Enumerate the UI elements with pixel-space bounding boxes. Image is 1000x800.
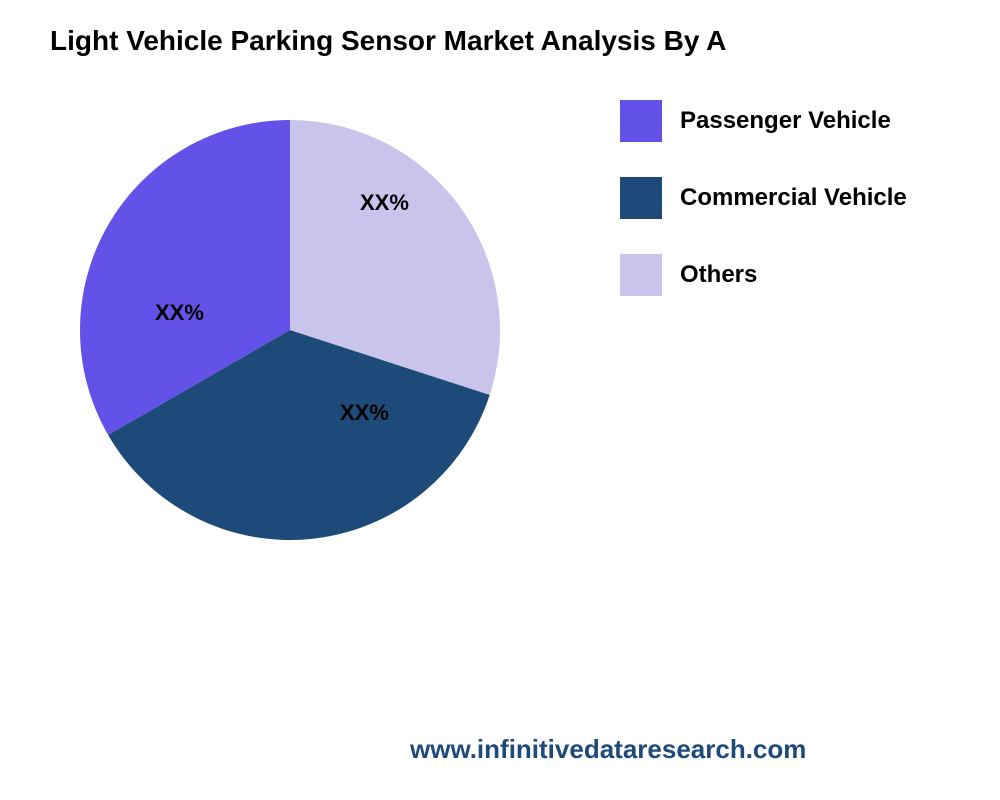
chart-title: Light Vehicle Parking Sensor Market Anal… bbox=[50, 25, 726, 57]
chart-container: Light Vehicle Parking Sensor Market Anal… bbox=[0, 0, 1000, 800]
footer-url: www.infinitivedataresearch.com bbox=[410, 734, 806, 765]
legend-item-passenger: Passenger Vehicle bbox=[620, 100, 907, 142]
legend-item-others: Others bbox=[620, 254, 907, 296]
legend: Passenger Vehicle Commercial Vehicle Oth… bbox=[620, 100, 907, 331]
slice-label-commercial: XX% bbox=[155, 300, 204, 326]
legend-swatch-commercial bbox=[620, 177, 662, 219]
pie-svg bbox=[80, 120, 500, 540]
legend-label-commercial: Commercial Vehicle bbox=[680, 184, 907, 212]
legend-label-passenger: Passenger Vehicle bbox=[680, 107, 891, 135]
legend-swatch-passenger bbox=[620, 100, 662, 142]
slice-label-others: XX% bbox=[360, 190, 409, 216]
slice-label-passenger: XX% bbox=[340, 400, 389, 426]
legend-swatch-others bbox=[620, 254, 662, 296]
legend-label-others: Others bbox=[680, 261, 757, 289]
pie-chart bbox=[80, 120, 500, 540]
legend-item-commercial: Commercial Vehicle bbox=[620, 177, 907, 219]
